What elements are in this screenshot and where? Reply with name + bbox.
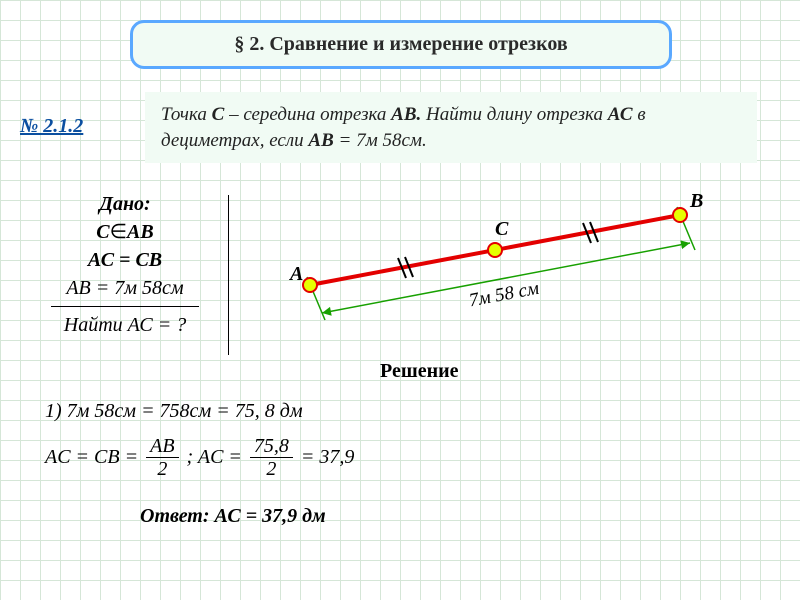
solution-formula: AC = CB = AB 2 ; AC = 75,8 2 = 37,9: [45, 435, 354, 480]
problem-number: № 2.1.2: [20, 115, 83, 138]
gfa: Найти АС: [64, 314, 153, 336]
g3b: = 7м 58см: [91, 277, 184, 299]
solution-header: Решение: [380, 360, 459, 383]
section-title: § 2. Сравнение и измерение отрезков: [130, 20, 672, 69]
lhs: AC = CB =: [45, 446, 138, 469]
given-header: Дано:: [35, 190, 215, 218]
problem-statement: Точка С – середина отрезка АВ. Найти дли…: [145, 92, 757, 163]
divider: [51, 306, 199, 307]
given-find: Найти АС = ?: [35, 311, 215, 339]
den1: 2: [153, 458, 171, 480]
pac: АС: [608, 104, 633, 125]
fraction-1: AB 2: [146, 435, 178, 480]
t3: Найти длину отрезка: [421, 104, 607, 125]
gfb: = ?: [153, 314, 187, 336]
g1b: АВ: [127, 221, 154, 243]
den2: 2: [262, 458, 280, 480]
solution-step-1: 1) 7м 58см = 758см = 75, 8 дм: [45, 400, 303, 423]
t1: Точка: [161, 104, 212, 125]
rhs: = 37,9: [301, 446, 355, 469]
answer-line: Ответ: АС = 37,9 дм: [140, 505, 326, 528]
segment-diagram: 7м 58 см А С В: [250, 185, 750, 355]
t5: = 7м 58см.: [334, 130, 427, 151]
vertical-separator: [228, 195, 229, 355]
given-block: Дано: С∈АВ АС = СВ АВ = 7м 58см Найти АС…: [35, 190, 215, 339]
point-b-label: В: [689, 190, 703, 212]
num2: 75,8: [250, 435, 293, 458]
t2: – середина отрезка: [224, 104, 391, 125]
given-line1: С∈АВ: [35, 218, 215, 246]
g1a: С: [96, 221, 109, 243]
pc: С: [212, 104, 225, 125]
g3a: АВ: [66, 277, 90, 299]
pab2: АВ: [308, 130, 333, 151]
given-line2: АС = СВ: [35, 246, 215, 274]
fraction-2: 75,8 2: [250, 435, 293, 480]
pab: АВ.: [391, 104, 421, 125]
elem-icon: ∈: [110, 221, 127, 243]
point-a-label: А: [288, 263, 303, 285]
point-c-label: С: [495, 218, 509, 240]
given-line3: АВ = 7м 58см: [35, 274, 215, 302]
mid: ; AC =: [187, 446, 242, 469]
num1: AB: [146, 435, 178, 458]
